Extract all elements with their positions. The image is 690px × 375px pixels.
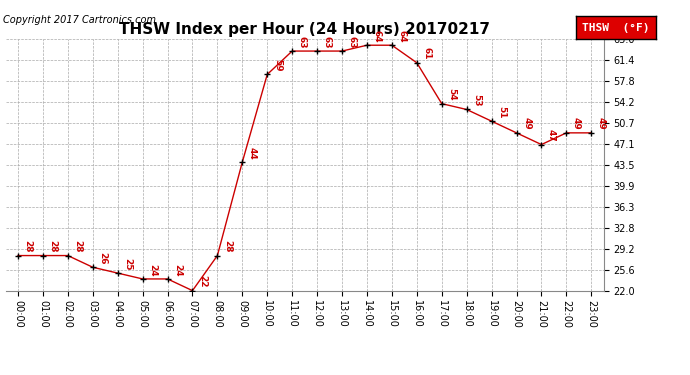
Text: 63: 63 (297, 36, 307, 48)
Text: 24: 24 (173, 264, 182, 276)
Text: THSW  (°F): THSW (°F) (582, 23, 649, 33)
Text: 24: 24 (148, 264, 157, 276)
Text: 64: 64 (373, 30, 382, 42)
Text: Copyright 2017 Cartronics.com: Copyright 2017 Cartronics.com (3, 15, 157, 25)
Title: THSW Index per Hour (24 Hours) 20170217: THSW Index per Hour (24 Hours) 20170217 (119, 22, 490, 37)
Text: 28: 28 (48, 240, 57, 253)
Text: 25: 25 (124, 258, 132, 270)
Text: 51: 51 (497, 106, 506, 118)
Text: 61: 61 (422, 48, 431, 60)
Text: 22: 22 (198, 275, 207, 288)
Text: 63: 63 (348, 36, 357, 48)
Text: 54: 54 (447, 88, 456, 101)
Text: 63: 63 (323, 36, 332, 48)
Text: 49: 49 (522, 117, 531, 130)
Text: 49: 49 (597, 117, 606, 130)
Text: 28: 28 (23, 240, 32, 253)
Text: 47: 47 (547, 129, 556, 142)
Text: 49: 49 (572, 117, 581, 130)
Text: 26: 26 (98, 252, 108, 264)
Text: 64: 64 (397, 30, 406, 42)
Text: 44: 44 (248, 147, 257, 159)
Text: 28: 28 (73, 240, 82, 253)
Text: 28: 28 (223, 240, 232, 253)
Text: 53: 53 (472, 94, 481, 107)
Text: 59: 59 (273, 59, 282, 72)
